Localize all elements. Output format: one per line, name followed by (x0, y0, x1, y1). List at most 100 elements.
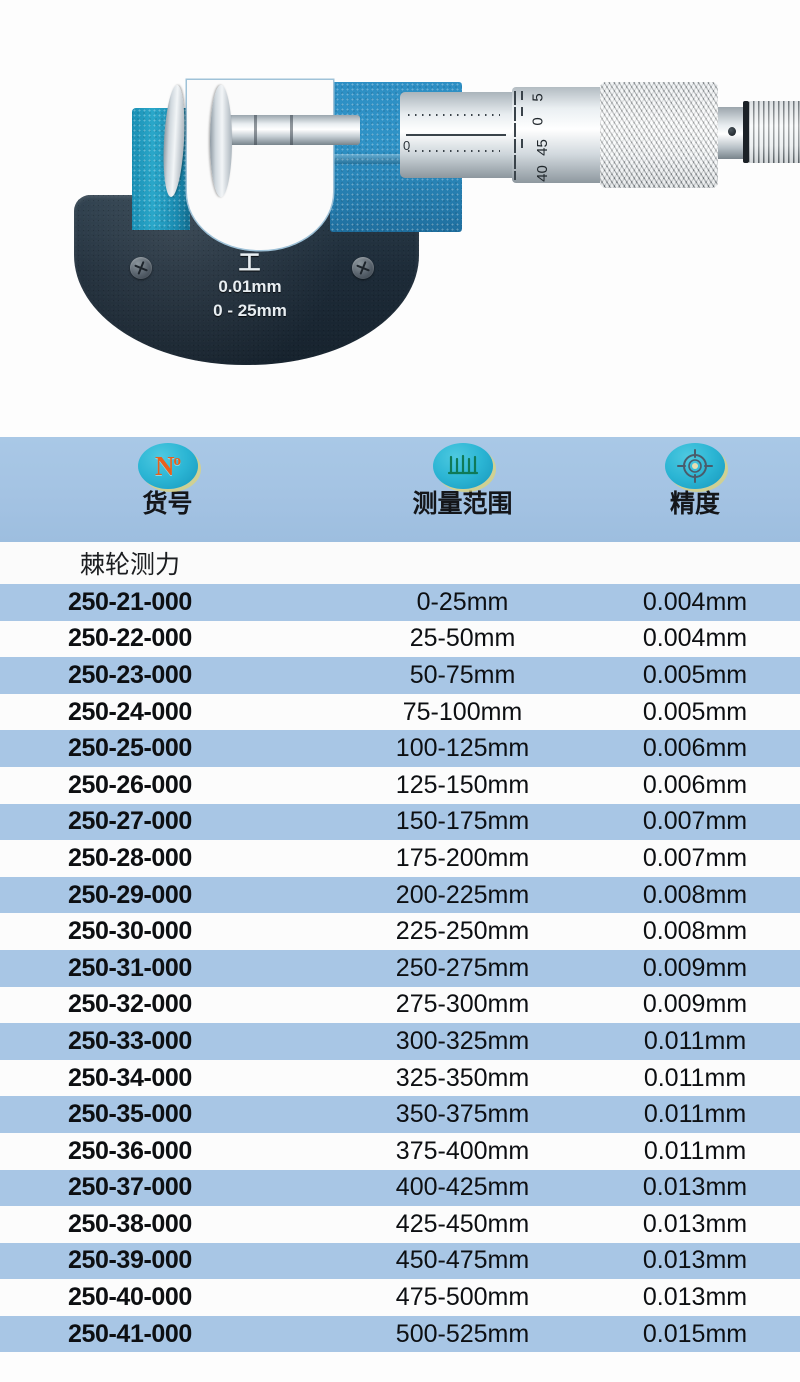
cell-code: 250-38-000 (68, 1209, 192, 1238)
cell-code: 250-35-000 (68, 1100, 192, 1129)
cell-code: 250-21-000 (68, 587, 192, 616)
cell-range: 75-100mm (402, 697, 523, 726)
spindle-disc (210, 85, 232, 197)
header-label-range: 测量范围 (412, 491, 513, 518)
micrometer-thimble-scale: 5 0 45 40 (512, 87, 604, 183)
cell-accuracy: 0.008mm (642, 917, 748, 946)
cell-accuracy: 0.006mm (642, 734, 748, 763)
cell-code: 250-24-000 (68, 697, 192, 726)
cell-accuracy: 0.013mm (642, 1246, 748, 1275)
table-row[interactable]: 250-31-000 250-275mm 0.009mm (0, 949, 800, 987)
cell-accuracy: 0.015mm (642, 1319, 748, 1348)
cell-accuracy: 0.011mm (643, 1100, 747, 1129)
micrometer-illustration: 0 5 0 45 40 工 0.01mm 0 - 25 (60, 45, 800, 365)
table-row[interactable]: 250-40-000 475-500mm 0.013mm (0, 1279, 800, 1316)
cell-accuracy: 0.006mm (642, 770, 748, 799)
cell-range: 100-125mm (395, 734, 530, 763)
table-row[interactable]: 250-36-000 375-400mm 0.011mm (0, 1132, 800, 1170)
cell-range: 125-150mm (395, 770, 530, 799)
micrometer-knurled-barrel (600, 82, 718, 188)
table-row[interactable]: 250-39-000 450-475mm 0.013mm (0, 1242, 800, 1280)
cell-code: 250-32-000 (68, 990, 192, 1019)
table-row[interactable]: 250-37-000 400-425mm 0.013mm (0, 1169, 800, 1207)
cell-range: 0-25mm (416, 587, 509, 616)
cell-accuracy: 0.007mm (642, 843, 748, 872)
header-label-code: 货号 (142, 491, 193, 518)
table-body: 250-21-000 0-25mm 0.004mm 250-22-000 25-50mm… (0, 584, 800, 1353)
table-row[interactable]: 250-30-000 225-250mm 0.008mm (0, 913, 800, 950)
cell-range: 200-225mm (395, 880, 530, 909)
frame-screw-left (130, 257, 152, 279)
table-row[interactable]: 250-32-000 275-300mm 0.009mm (0, 986, 800, 1024)
cell-range: 500-525mm (395, 1319, 530, 1348)
cell-range: 350-375mm (395, 1100, 530, 1129)
cell-code: 250-28-000 (68, 843, 192, 872)
cell-code: 250-29-000 (68, 880, 192, 909)
cell-range: 325-350mm (395, 1063, 530, 1092)
table-row[interactable]: 250-26-000 125-150mm 0.006mm (0, 766, 800, 804)
cell-code: 250-31-000 (68, 953, 192, 982)
cell-code: 250-40-000 (68, 1283, 192, 1312)
graduation-engraving: 0.01mm (218, 277, 282, 296)
table-row[interactable]: 250-33-000 300-325mm 0.011mm (0, 1023, 800, 1060)
table-footer-spacer (0, 1352, 800, 1382)
cell-range: 50-75mm (409, 660, 516, 689)
cell-accuracy: 0.009mm (642, 953, 748, 982)
cell-code: 250-26-000 (68, 770, 192, 799)
cell-code: 250-33-000 (68, 1026, 192, 1055)
header-cell-range: 测量范围 (335, 437, 590, 542)
cell-code: 250-39-000 (68, 1246, 192, 1275)
cell-range: 450-475mm (395, 1246, 530, 1275)
cell-accuracy: 0.004mm (642, 624, 748, 653)
cell-code: 250-37-000 (68, 1173, 192, 1202)
table-row[interactable]: 250-41-000 500-525mm 0.015mm (0, 1315, 800, 1353)
table-row[interactable]: 250-25-000 100-125mm 0.006mm (0, 730, 800, 767)
cell-accuracy: 0.004mm (642, 587, 748, 616)
frame-screw-right (352, 257, 374, 279)
cell-accuracy: 0.013mm (642, 1173, 748, 1202)
cell-range: 425-450mm (395, 1209, 530, 1238)
cell-range: 275-300mm (395, 990, 530, 1019)
cell-accuracy: 0.011mm (643, 1136, 747, 1165)
table-row[interactable]: 250-29-000 200-225mm 0.008mm (0, 876, 800, 914)
table-row[interactable]: 250-23-000 50-75mm 0.005mm (0, 657, 800, 694)
cell-range: 225-250mm (395, 917, 530, 946)
target-icon-svg (677, 449, 713, 483)
cell-range: 150-175mm (395, 807, 530, 836)
cell-code: 250-30-000 (68, 917, 192, 946)
table-row[interactable]: 250-24-000 75-100mm 0.005mm (0, 693, 800, 731)
cell-code: 250-34-000 (68, 1063, 192, 1092)
table-row[interactable]: 250-28-000 175-200mm 0.007mm (0, 840, 800, 877)
cell-accuracy: 0.013mm (642, 1283, 748, 1312)
cell-range: 300-325mm (395, 1026, 530, 1055)
table-header-row: No 货号 (0, 437, 800, 542)
target-icon (665, 443, 725, 489)
header-label-accuracy: 精度 (669, 491, 720, 518)
table-row[interactable]: 250-38-000 425-450mm 0.013mm (0, 1206, 800, 1243)
table-row[interactable]: 250-34-000 325-350mm 0.011mm (0, 1059, 800, 1097)
cell-range: 25-50mm (409, 624, 516, 653)
cell-range: 475-500mm (395, 1283, 530, 1312)
cell-code: 250-36-000 (68, 1136, 192, 1165)
table-row[interactable]: 250-27-000 150-175mm 0.007mm (0, 803, 800, 841)
micrometer-sleeve-scale: 0 (400, 92, 530, 178)
ratchet-stop-cap (743, 101, 800, 163)
product-photo: 0 5 0 45 40 工 0.01mm 0 - 25 (0, 0, 800, 437)
header-cell-accuracy: 精度 (590, 437, 800, 542)
thimble-label-0: 0 (529, 117, 547, 126)
cell-range: 375-400mm (395, 1136, 530, 1165)
cell-accuracy: 0.011mm (643, 1063, 747, 1092)
cell-code: 250-41-000 (68, 1319, 192, 1348)
cell-accuracy: 0.008mm (642, 880, 748, 909)
brand-logo-engraving: 工 (238, 250, 262, 275)
table-subheader-row: 棘轮测力 (0, 542, 800, 584)
table-row[interactable]: 250-21-000 0-25mm 0.004mm (0, 584, 800, 621)
ruler-icon-svg (447, 454, 478, 475)
table-row[interactable]: 250-35-000 350-375mm 0.011mm (0, 1096, 800, 1133)
table-row[interactable]: 250-22-000 25-50mm 0.004mm (0, 620, 800, 658)
thimble-label-40: 40 (533, 165, 551, 182)
cell-code: 250-22-000 (68, 624, 192, 653)
ratchet-pin (728, 127, 736, 136)
subheader-label: 棘轮测力 (80, 552, 181, 579)
cell-accuracy: 0.013mm (642, 1209, 748, 1238)
